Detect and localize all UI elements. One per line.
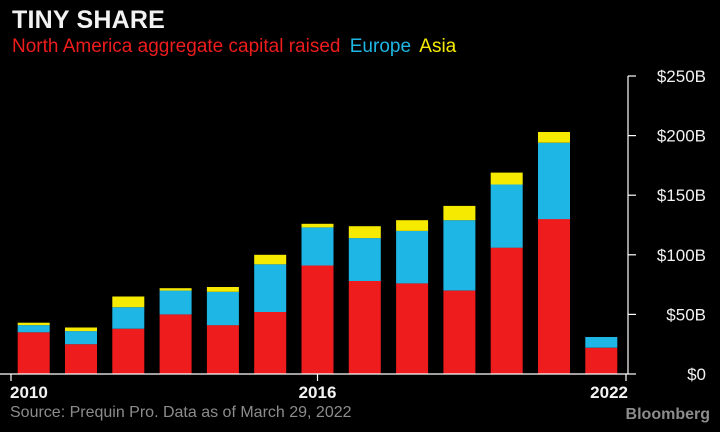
bar-2014-asia [206,287,239,292]
bar-2011-asia [65,327,97,332]
legend-north-america: North America aggregate capital raised [12,36,341,57]
bar-2013-north-america [159,314,192,374]
bar-2020-europe [490,184,523,248]
y-tick-label: $50B [666,305,706,324]
bar-2022-north-america [585,347,618,374]
bar-2016-north-america [301,265,334,374]
chart-panel: TINY SHARE North America aggregate capit… [0,6,706,402]
bar-2021-north-america [538,219,570,374]
bar-2021-asia [538,132,570,143]
bar-2019-asia [443,205,476,221]
legend-asia: Asia [419,36,457,57]
bar-2019-north-america [443,290,476,374]
bar-2018-asia [396,220,429,231]
bar-2011-north-america [65,344,97,374]
chart-plot: $0 $50B $100B $150B $200B $250B 2010 2016 2022 [0,67,706,402]
y-tick-label: $200B [657,127,706,146]
legend-europe: Europe [349,36,412,57]
y-tick-label: $0 [687,365,706,384]
x-tick-label: 2022 [590,383,628,402]
x-tick-label: 2016 [299,383,337,402]
bloomberg-logo: Bloomberg [625,406,710,423]
y-tick-label: $150B [657,186,706,205]
bar-2013-asia [159,288,192,291]
bar-2020-north-america [490,247,523,374]
y-tick-label: $100B [657,246,706,265]
y-tick-label: $250B [657,67,706,86]
bar-2015-europe [254,264,287,312]
bar-2018-europe [396,231,429,284]
bar-2010-europe [17,325,50,333]
bar-2010-asia [17,322,50,326]
bar-2021-europe [538,142,570,220]
bar-2015-asia [254,254,287,265]
source-note: Source: Prequin Pro. Data as of March 29… [10,404,352,421]
bar-2013-europe [159,290,192,315]
bar-2017-north-america [348,281,381,374]
bar-2017-europe [348,238,381,281]
bar-2010-north-america [17,332,50,374]
bar-2015-north-america [254,312,287,374]
bar-2022-europe [585,337,618,348]
bar-2011-europe [65,331,97,345]
bar-2014-north-america [206,325,239,374]
bar-2016-asia [301,223,334,228]
bar-2012-europe [112,307,145,329]
x-tick-label: 2010 [10,383,48,402]
bar-2019-europe [443,220,476,291]
bar-2012-asia [112,296,145,308]
legend: North America aggregate capital raised E… [12,36,460,58]
bar-2020-asia [490,172,523,185]
bar-2018-north-america [396,283,429,374]
chart-title: TINY SHARE [12,6,165,34]
bar-2016-europe [301,227,334,266]
bar-2017-asia [348,226,381,239]
bar-2012-north-america [112,328,145,374]
bar-2014-europe [206,291,239,326]
